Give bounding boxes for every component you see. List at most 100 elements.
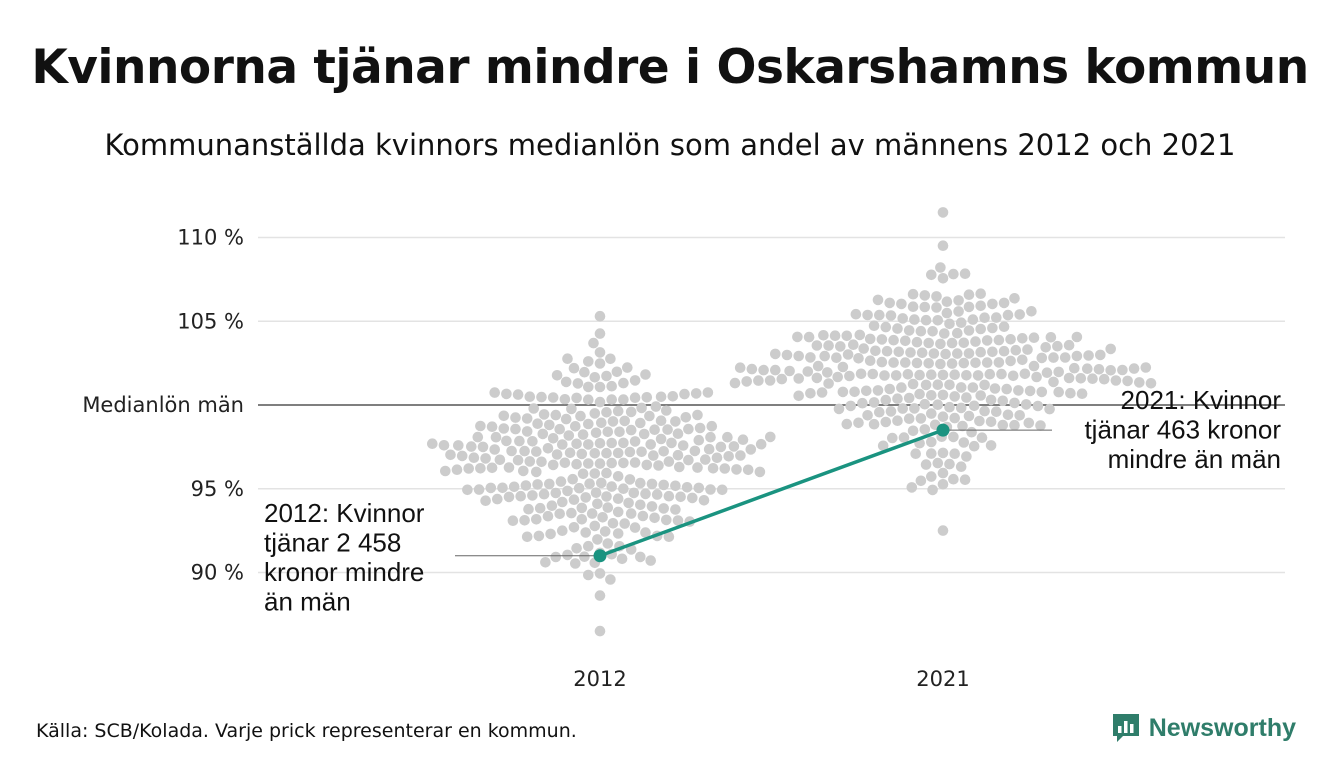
kommun-dot	[706, 420, 718, 432]
kommun-dot	[741, 376, 752, 387]
kommun-dot	[572, 378, 584, 389]
kommun-dot	[579, 366, 590, 378]
kommun-dot	[931, 291, 942, 302]
kommun-dot	[926, 408, 937, 419]
kommun-dot	[722, 431, 733, 443]
kommun-dot	[979, 379, 990, 391]
kommun-dot	[854, 329, 866, 341]
kommun-dot	[475, 420, 486, 432]
highlight-point	[593, 549, 607, 563]
kommun-dot	[1013, 385, 1024, 396]
kommun-dot	[805, 352, 816, 363]
kommun-dot	[596, 477, 607, 489]
kommun-dot	[991, 406, 1002, 418]
kommun-dot	[935, 358, 946, 370]
kommun-dot	[911, 336, 923, 348]
kommun-dot	[681, 482, 693, 493]
kommun-dot	[596, 417, 607, 429]
kommun-dot	[625, 424, 637, 436]
kommun-dot	[961, 392, 972, 403]
kommun-dot	[524, 456, 536, 467]
kommun-dot	[1001, 383, 1012, 395]
kommun-dot	[438, 440, 450, 451]
kommun-dot	[735, 450, 746, 461]
kommun-dot	[645, 555, 656, 566]
kommun-dot	[573, 482, 585, 494]
kommun-dot	[949, 391, 960, 402]
kommun-dot	[911, 357, 923, 369]
annotation-text: 2021: Kvinnor tjänar 463 kronor mindre än …	[1084, 385, 1281, 474]
kommun-dot	[1071, 331, 1083, 343]
kommun-dot	[692, 409, 703, 421]
kommun-dot	[1041, 367, 1053, 379]
kommun-dot	[501, 435, 512, 447]
kommun-dot	[944, 318, 955, 330]
kommun-dot	[729, 377, 741, 389]
kommun-dot	[536, 391, 547, 403]
grid-lines	[258, 236, 1285, 574]
kommun-dot	[521, 413, 533, 424]
kommun-dot	[955, 402, 967, 414]
kommun-dot	[870, 345, 881, 357]
kommun-dot	[833, 403, 845, 415]
kommun-dot	[629, 392, 641, 404]
kommun-dot	[877, 440, 889, 452]
kommun-dot	[605, 574, 616, 585]
kommun-dot	[1002, 309, 1014, 321]
kommun-dot	[532, 418, 543, 430]
kommun-dot	[498, 410, 510, 422]
kommun-dot	[580, 492, 591, 503]
kommun-dot	[937, 207, 949, 218]
kommun-dot	[507, 515, 519, 526]
kommun-dot	[577, 468, 589, 480]
kommun-dot	[694, 422, 706, 434]
kommun-dot	[625, 406, 637, 418]
kommun-dot	[987, 322, 998, 334]
chart-subtitle: Kommunanställda kvinnors medianlön som a…	[104, 128, 1236, 162]
brand-logo: Newsworthy	[1111, 712, 1296, 744]
kommun-dot	[594, 347, 606, 358]
kommun-dot	[583, 569, 594, 581]
kommun-dot	[512, 389, 524, 400]
kommun-dot	[770, 364, 781, 376]
kommun-dot	[919, 290, 931, 301]
kommun-dot	[658, 479, 669, 491]
kommun-dot	[1071, 350, 1083, 362]
kommun-dot	[958, 337, 970, 349]
kommun-dot	[531, 466, 542, 478]
kommun-dot	[979, 405, 990, 417]
kommun-dot	[916, 347, 928, 359]
kommun-dot	[563, 430, 575, 441]
kommun-dot	[880, 416, 892, 428]
kommun-dot	[948, 473, 959, 485]
kommun-dot	[926, 369, 937, 381]
kommun-dot	[975, 300, 986, 312]
kommun-dot	[1035, 420, 1046, 431]
kommun-dot	[823, 340, 834, 351]
kommun-dot	[910, 448, 921, 460]
y-tick-label: 90 %	[191, 561, 244, 585]
kommun-dot	[723, 451, 734, 462]
source-note: Källa: SCB/Kolada. Varje prick represent…	[36, 720, 577, 742]
kommun-dot	[903, 413, 915, 425]
newsworthy-logo-icon	[1112, 714, 1139, 742]
kommun-dot	[1048, 376, 1059, 388]
kommun-dot	[1087, 373, 1098, 385]
kommun-dot	[547, 433, 559, 444]
kommun-dot	[998, 345, 1010, 357]
kommun-dot	[629, 375, 641, 386]
kommun-dot	[887, 432, 898, 444]
kommun-dot	[612, 493, 624, 505]
kommun-dot	[946, 337, 958, 349]
kommun-dot	[862, 410, 873, 421]
kommun-dot	[611, 366, 623, 378]
kommun-dot	[890, 370, 902, 381]
kommun-dot	[551, 449, 563, 460]
kommun-dot	[518, 465, 529, 477]
kommun-dot	[920, 314, 932, 326]
kommun-dot	[876, 356, 888, 368]
kommun-dot	[670, 504, 681, 515]
kommun-dot	[829, 330, 841, 342]
kommun-dot	[957, 420, 968, 432]
kommun-dot	[576, 448, 588, 460]
